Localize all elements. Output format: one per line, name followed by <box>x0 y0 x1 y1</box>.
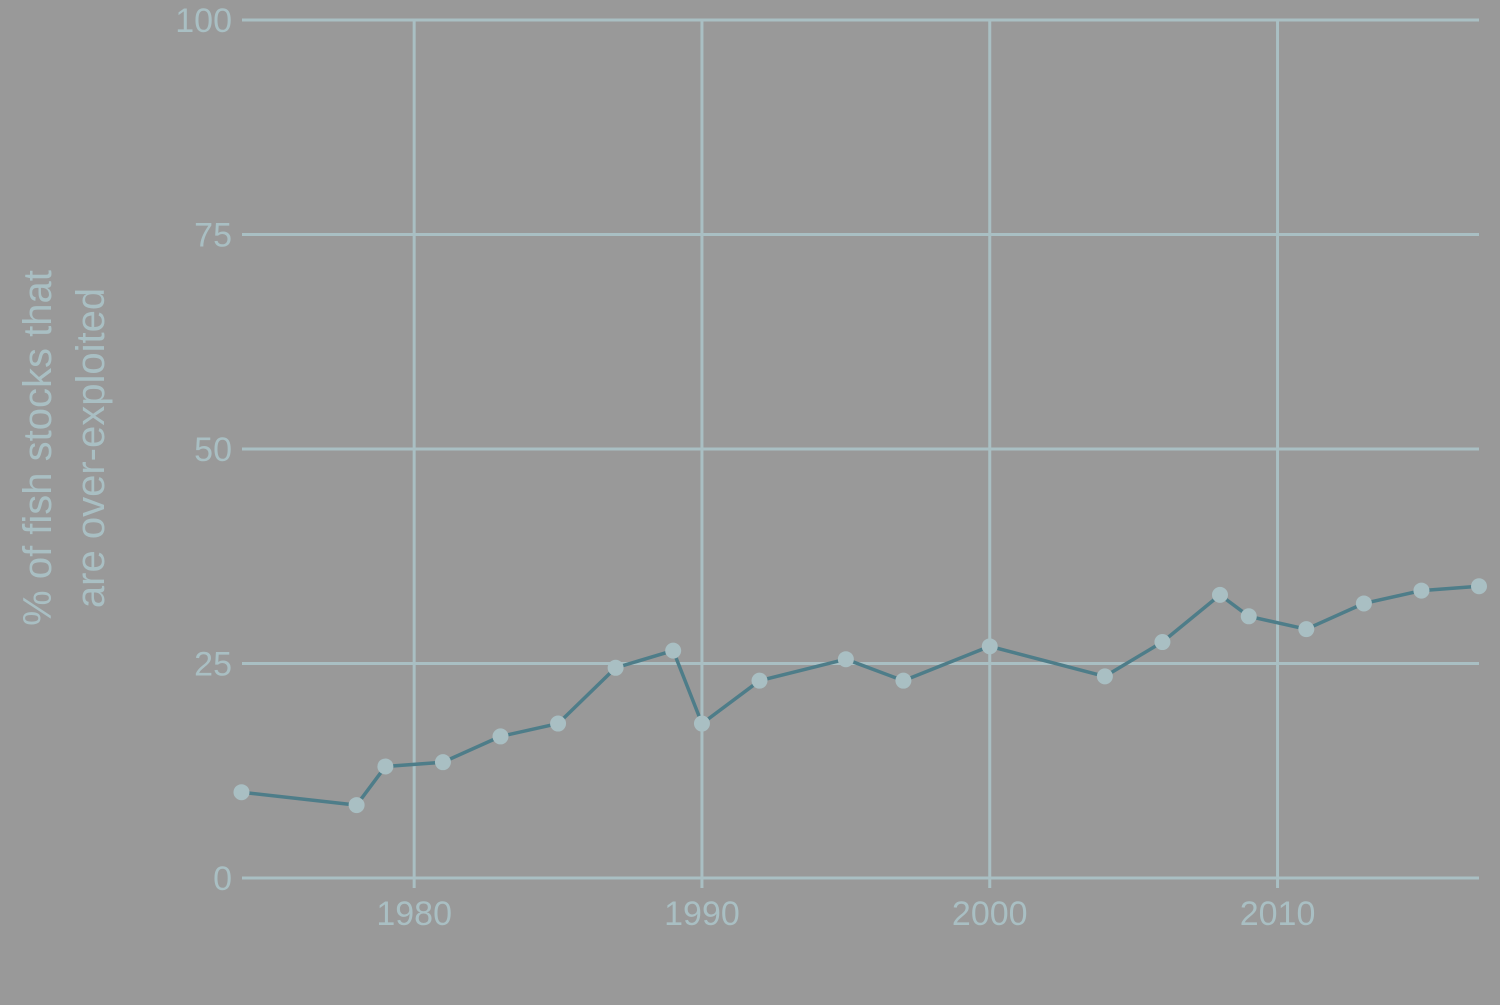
data-point-2009 <box>1240 608 1257 625</box>
data-point-2011 <box>1298 621 1315 638</box>
data-point-1989 <box>665 642 682 659</box>
data-point-2000 <box>981 638 998 655</box>
x-tick-label-2000: 2000 <box>952 895 1028 933</box>
data-point-1987 <box>607 659 624 676</box>
series-layer <box>233 578 1487 814</box>
y-axis-title: % of fish stocks that are over-exploited <box>16 270 113 626</box>
data-point-1992 <box>751 672 768 689</box>
data-point-1997 <box>895 672 912 689</box>
data-point-1974 <box>233 784 250 801</box>
x-tick-label-1990: 1990 <box>664 895 740 933</box>
data-point-2006 <box>1154 634 1171 651</box>
data-point-1985 <box>550 715 567 732</box>
data-point-2015 <box>1413 582 1430 599</box>
x-tick-label-1980: 1980 <box>376 895 452 933</box>
y-tick-label-50: 50 <box>194 431 232 469</box>
y-tick-label-0: 0 <box>213 860 232 898</box>
data-point-2008 <box>1211 586 1228 603</box>
data-point-2013 <box>1355 595 1372 612</box>
y-tick-label-25: 25 <box>194 646 232 684</box>
data-point-2017 <box>1471 578 1487 595</box>
data-point-2004 <box>1096 668 1113 685</box>
data-point-1979 <box>377 758 394 775</box>
series-line-0 <box>239 584 1481 807</box>
axis-ticks: 0 25 50 75 100 1980 1990 2000 2010 <box>175 2 1315 933</box>
data-point-1983 <box>492 728 509 745</box>
y-axis-title-line-2: are over-exploited <box>69 288 113 608</box>
gridlines <box>242 18 1479 888</box>
y-tick-label-100: 100 <box>175 2 232 40</box>
y-tick-label-75: 75 <box>194 217 232 255</box>
y-axis-title-line-1: % of fish stocks that <box>16 270 60 626</box>
data-point-1995 <box>837 651 854 668</box>
data-point-1981 <box>434 754 451 771</box>
x-tick-label-2010: 2010 <box>1240 895 1316 933</box>
data-point-1978 <box>348 797 365 814</box>
data-point-1990 <box>693 715 710 732</box>
